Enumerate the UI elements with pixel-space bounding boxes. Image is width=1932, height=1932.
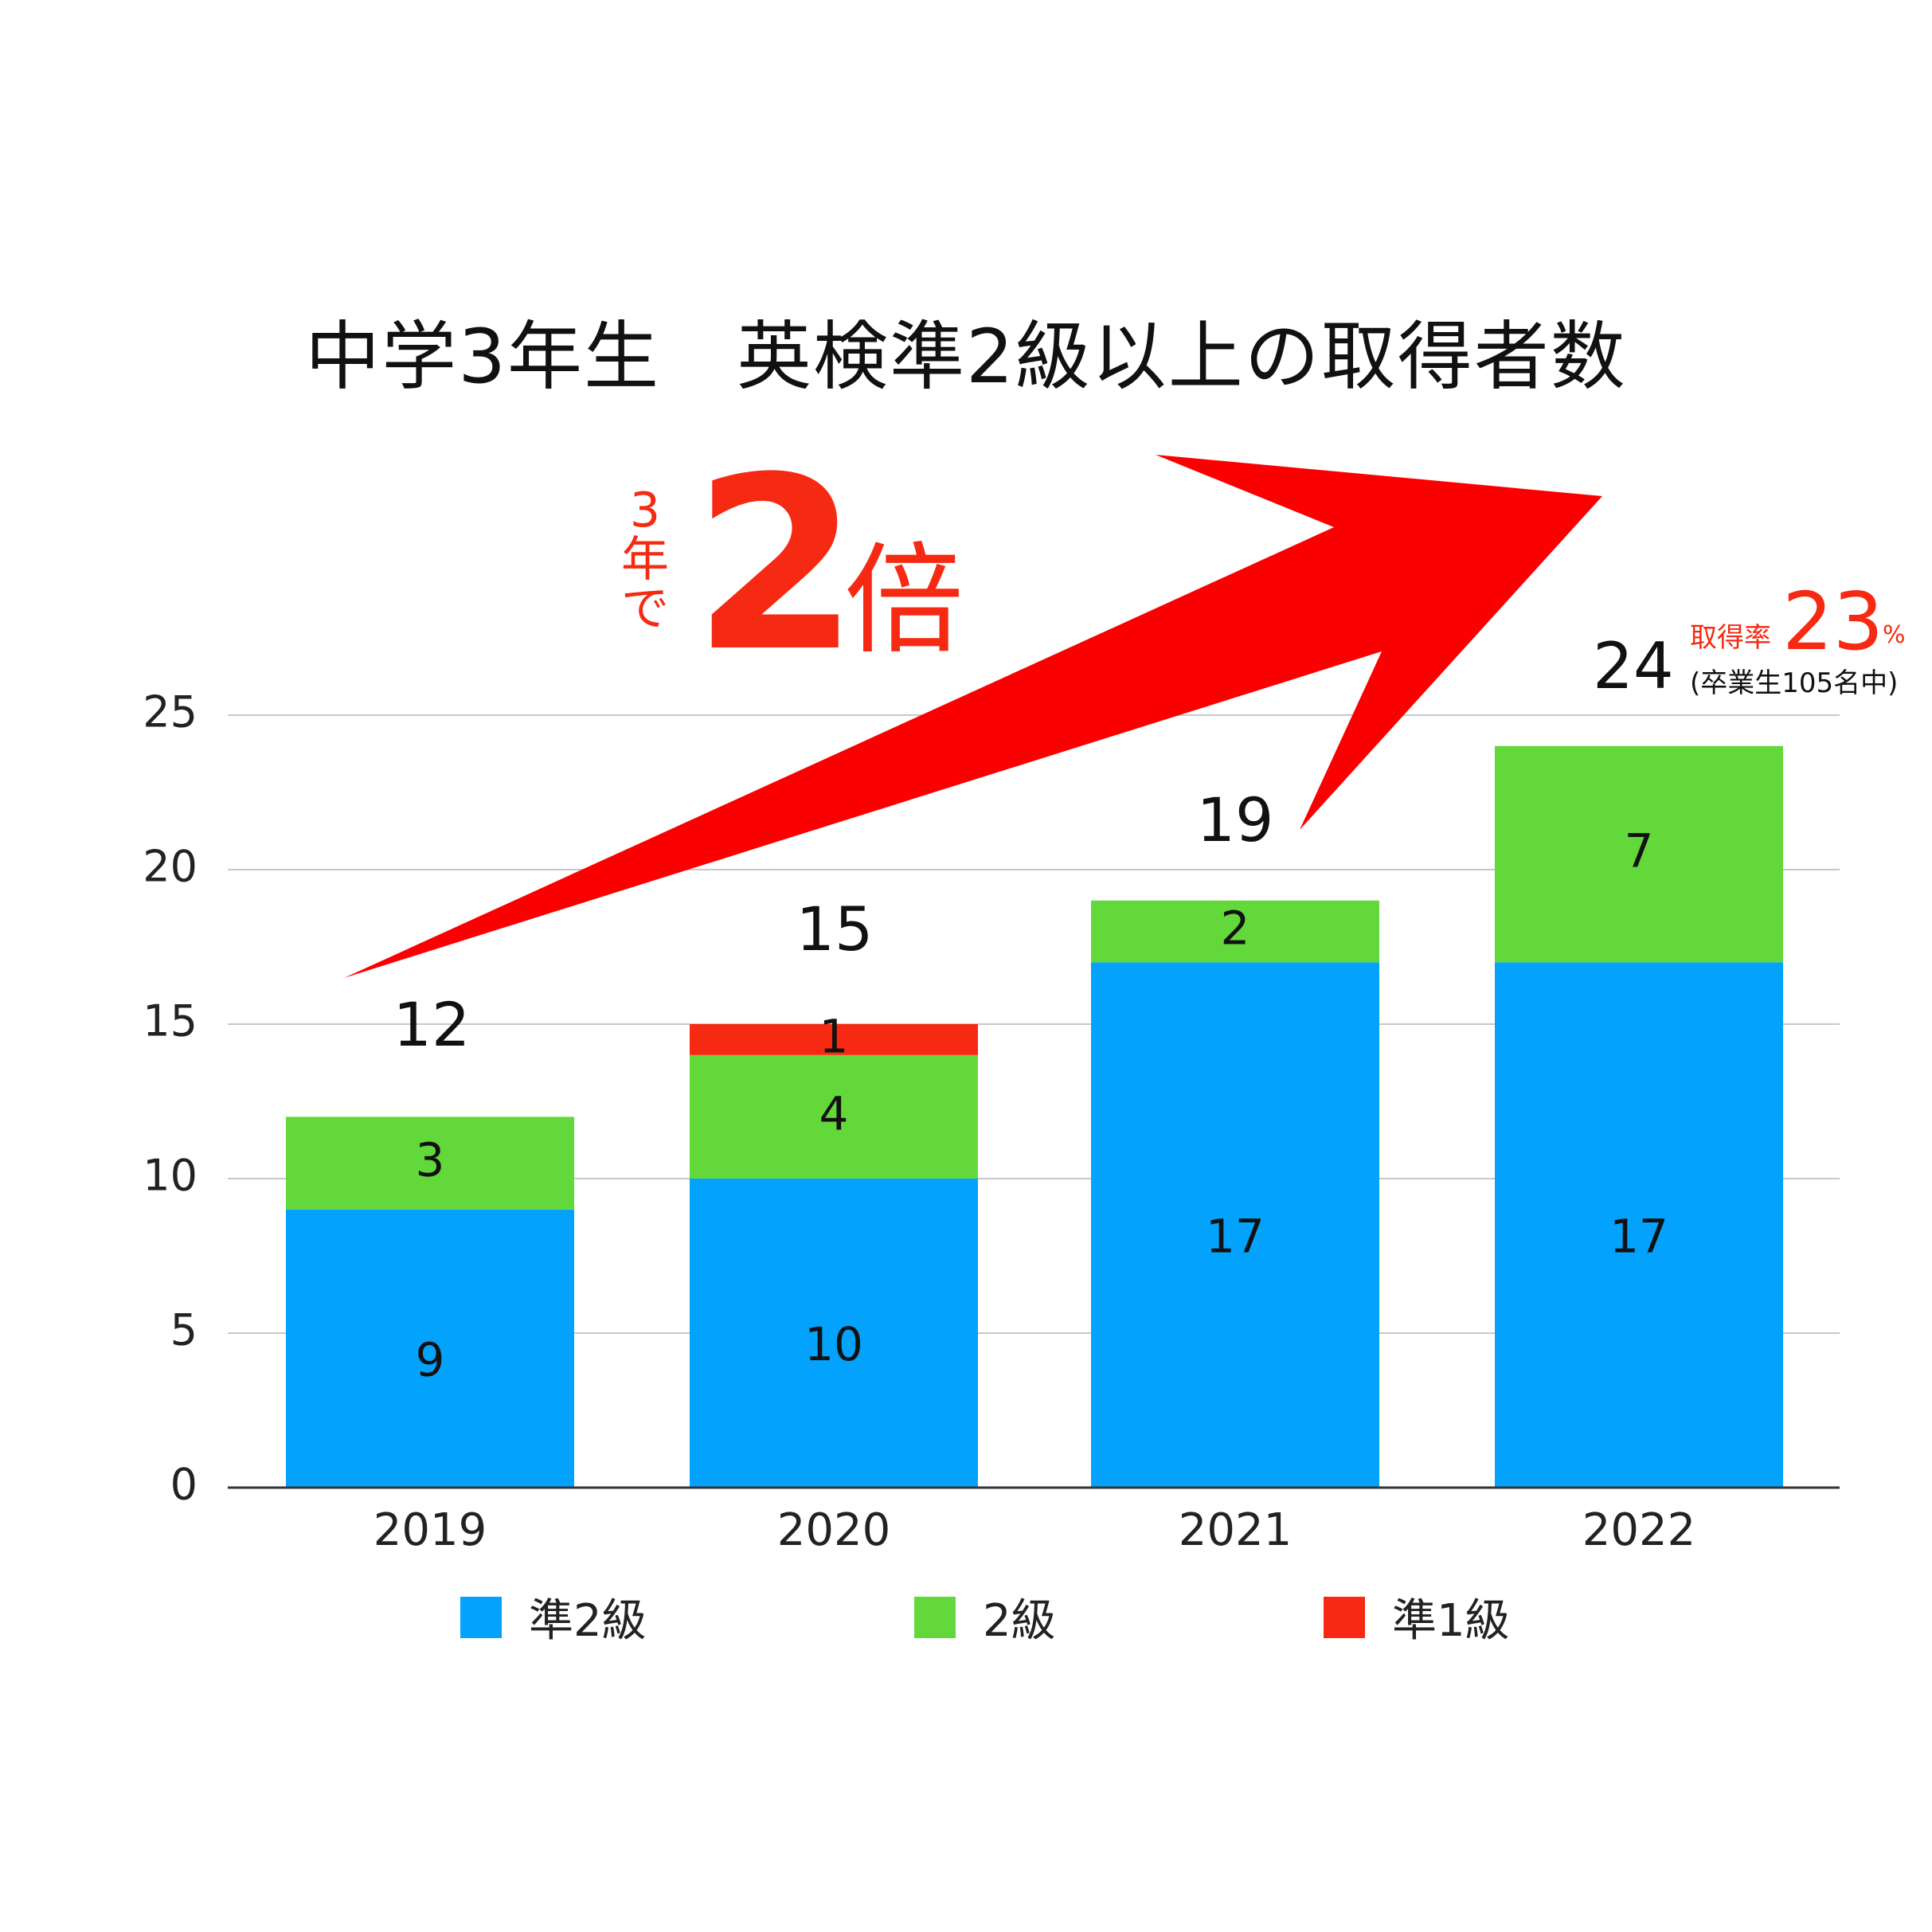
x-tick-label: 2019 (373, 1504, 487, 1556)
total-label: 15 (796, 894, 874, 964)
data-label-kyu2: 2 (1221, 901, 1250, 956)
legend-item-jun1: 準1級 (1324, 1585, 1510, 1649)
rate-value: 23 (1782, 575, 1884, 668)
y-tick-label: 0 (170, 1460, 198, 1510)
data-label-jun2: 9 (416, 1333, 445, 1387)
bar-segment-jun2 (690, 1179, 978, 1488)
legend-swatch-jun2 (460, 1596, 502, 1638)
promo-suffix: 倍 (844, 532, 964, 671)
x-tick-label: 2021 (1179, 1504, 1293, 1556)
total-label: 19 (1197, 784, 1274, 855)
data-label-jun2: 17 (1609, 1209, 1668, 1263)
data-label-kyu2: 4 (819, 1087, 849, 1141)
promo-multiplier: 2 (693, 426, 859, 704)
x-tick-label: 2022 (1582, 1504, 1696, 1556)
bar-segment-kyu2 (690, 1054, 978, 1179)
y-tick-label: 15 (143, 996, 198, 1046)
bar-segment-jun2 (1495, 962, 1783, 1488)
legend-item-jun2: 準2級 (460, 1585, 647, 1649)
legend-swatch-jun1 (1324, 1596, 1365, 1638)
y-tick-label: 20 (143, 842, 198, 892)
growth-arrow (344, 455, 1602, 978)
total-label: 12 (393, 989, 471, 1060)
data-label-jun2: 10 (804, 1317, 863, 1371)
data-label-jun2: 17 (1206, 1209, 1265, 1263)
legend-label-jun2: 準2級 (529, 1595, 647, 1647)
y-tick-label: 25 (143, 687, 198, 737)
bar-segment-kyu2 (286, 1117, 574, 1210)
bar-segment-kyu2 (1091, 900, 1379, 963)
latest-total-label: 24 (1593, 629, 1674, 703)
promo-caption: 3 年 で (621, 486, 669, 634)
y-tick-label: 5 (170, 1305, 198, 1355)
y-tick-label: 10 (143, 1151, 198, 1201)
bar-segment-jun2 (1091, 962, 1379, 1488)
legend-label-kyu2: 2級 (983, 1595, 1056, 1647)
legend-swatch-kyu2 (914, 1596, 956, 1638)
chart-title: 中学3年生 英検準2級以上の取得者数 (305, 314, 1627, 401)
legend-label-jun1: 準1級 (1392, 1595, 1510, 1647)
promo-caption-line: で (621, 581, 669, 637)
bar-segment-jun1 (690, 1024, 978, 1055)
rate-label: 取得率 (1690, 622, 1771, 654)
promo-caption-line: 3 (629, 483, 661, 538)
rate-note: (卒業生105名中) (1690, 667, 1899, 699)
bar-segment-jun2 (286, 1209, 574, 1488)
data-label-kyu2: 7 (1625, 824, 1654, 878)
data-label-jun1: 1 (819, 1010, 849, 1064)
promo-caption-line: 年 (621, 532, 669, 588)
data-label-kyu2: 3 (416, 1133, 445, 1187)
x-tick-label: 2020 (777, 1504, 891, 1556)
bar-segment-kyu2 (1495, 745, 1783, 963)
rate-unit: % (1883, 621, 1906, 649)
legend-item-kyu2: 2級 (914, 1585, 1056, 1649)
